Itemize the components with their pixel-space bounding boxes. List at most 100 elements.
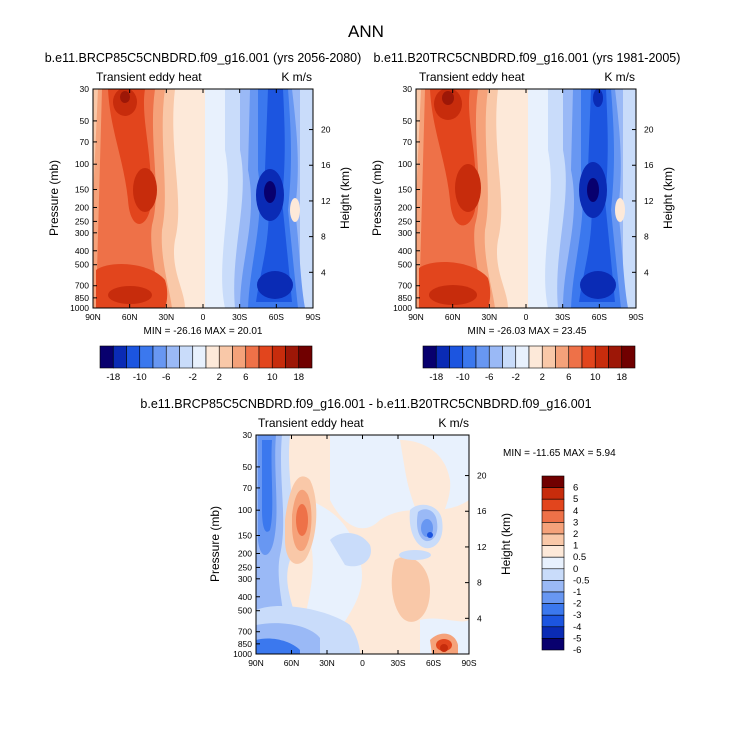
y-tick-label: 70 xyxy=(403,137,413,147)
y-tick-label: 500 xyxy=(238,606,252,616)
y-axis-label: Pressure (mb) xyxy=(47,160,61,236)
colorbar-label: 18 xyxy=(293,372,304,383)
colorbar-swatch xyxy=(99,345,114,369)
y-tick-label: 30 xyxy=(80,84,90,94)
colorbar-label: 1 xyxy=(573,541,578,552)
minmax-text: MIN = -11.65 MAX = 5.94 xyxy=(503,448,616,459)
colorbar-swatch xyxy=(258,345,273,369)
x-tick-label: 30N xyxy=(319,658,335,668)
colorbar-swatch xyxy=(541,545,565,558)
y-tick-label: 100 xyxy=(75,159,89,169)
colorbar-label: -2 xyxy=(189,372,197,383)
y2-tick-label: 16 xyxy=(477,506,487,516)
colorbar-swatch xyxy=(541,568,565,581)
y-tick-label: 300 xyxy=(75,228,89,238)
left-string: Transient eddy heat xyxy=(96,70,202,84)
colorbar-label: -10 xyxy=(133,372,147,383)
colorbar-label: 10 xyxy=(267,372,278,383)
panel-title: b.e11.B20TRC5CNBDRD.f09_g16.001 (yrs 198… xyxy=(374,51,681,65)
colorbar-swatch xyxy=(621,345,636,369)
x-tick-label: 90N xyxy=(85,312,101,322)
colorbar-label: 6 xyxy=(566,372,571,383)
x-tick-label: 30N xyxy=(482,312,498,322)
y-tick-label: 250 xyxy=(75,216,89,226)
colorbar-swatch xyxy=(541,487,565,500)
y-tick-label: 150 xyxy=(238,531,252,541)
colorbar-swatch xyxy=(285,345,300,369)
colorbar-swatch xyxy=(541,626,565,639)
y-axis-label: Pressure (mb) xyxy=(208,506,222,582)
y-tick-label: 300 xyxy=(398,228,412,238)
x-tick-label: 30S xyxy=(390,658,405,668)
colorbar-label: 6 xyxy=(243,372,248,383)
contour-field xyxy=(256,435,469,654)
y-axis-label: Pressure (mb) xyxy=(370,160,384,236)
colorbar-swatch xyxy=(165,345,180,369)
colorbar-label: -10 xyxy=(456,372,470,383)
y-tick-label: 30 xyxy=(403,84,413,94)
colorbar-swatch xyxy=(541,614,565,628)
colorbar-label: -2 xyxy=(573,599,581,610)
x-tick-label: 90S xyxy=(305,312,320,322)
colorbar-label: -4 xyxy=(573,622,581,633)
colorbar-swatch xyxy=(541,580,565,593)
y2-axis-label: Height (km) xyxy=(499,513,513,575)
colorbar-swatch xyxy=(541,345,556,369)
panel-historical: b.e11.B20TRC5CNBDRD.f09_g16.001 (yrs 198… xyxy=(370,51,680,383)
minmax-text: MIN = -26.03 MAX = 23.45 xyxy=(468,326,587,337)
colorbar-swatch xyxy=(541,533,565,546)
y2-axis-label: Height (km) xyxy=(661,167,675,229)
y-tick-label: 850 xyxy=(75,293,89,303)
y-tick-label: 700 xyxy=(75,281,89,291)
colorbar-label: 2 xyxy=(573,529,578,540)
x-tick-label: 60S xyxy=(269,312,284,322)
y-tick-label: 150 xyxy=(75,185,89,195)
right-string: K m/s xyxy=(604,70,635,84)
colorbar-label: -5 xyxy=(573,633,581,644)
colorbar-swatch xyxy=(475,345,490,369)
y-tick-label: 200 xyxy=(75,202,89,212)
page-title: ANN xyxy=(348,22,384,41)
y2-tick-label: 8 xyxy=(477,578,482,588)
y2-tick-label: 20 xyxy=(321,125,331,135)
colorbar-swatch xyxy=(422,345,437,369)
colorbar-label: -3 xyxy=(573,610,581,621)
y2-tick-label: 8 xyxy=(644,232,649,242)
y2-tick-label: 4 xyxy=(477,613,482,623)
colorbar-label: 3 xyxy=(573,517,578,528)
colorbar-swatch xyxy=(488,345,503,369)
x-tick-label: 60S xyxy=(592,312,607,322)
colorbar-swatch xyxy=(462,345,477,369)
colorbar-label: -6 xyxy=(162,372,170,383)
y-tick-label: 1000 xyxy=(233,649,252,659)
colorbar-swatch xyxy=(139,345,154,369)
right-string: K m/s xyxy=(281,70,312,84)
y2-tick-label: 16 xyxy=(644,160,654,170)
colorbar-swatch xyxy=(502,345,517,369)
colorbar-swatch xyxy=(568,345,583,369)
x-tick-label: 0 xyxy=(524,312,529,322)
y2-tick-label: 12 xyxy=(321,196,331,206)
y-tick-label: 70 xyxy=(80,137,90,147)
colorbar-swatch xyxy=(449,345,464,369)
y-tick-label: 30 xyxy=(243,430,253,440)
colorbar-label: 6 xyxy=(573,483,578,494)
y2-tick-label: 8 xyxy=(321,232,326,242)
axis-ticks: 90N 60N 30N 0 30S 60S 90S 30 50 70 100 150 200 250 300… xyxy=(70,84,331,322)
y-tick-label: 850 xyxy=(238,639,252,649)
colorbar: -18 -10 -6 -2 2 6 10 18 xyxy=(99,345,313,383)
y-tick-label: 300 xyxy=(238,574,252,584)
y-tick-label: 400 xyxy=(238,592,252,602)
y-tick-label: 70 xyxy=(243,483,253,493)
colorbar-label: 2 xyxy=(540,372,545,383)
y-tick-label: 50 xyxy=(80,116,90,126)
colorbar-label: 4 xyxy=(573,506,578,517)
colorbar-swatch xyxy=(581,345,596,369)
x-tick-label: 90S xyxy=(461,658,476,668)
x-tick-label: 90N xyxy=(248,658,264,668)
x-tick-label: 60N xyxy=(445,312,461,322)
y-tick-label: 700 xyxy=(238,627,252,637)
colorbar-label: -0.5 xyxy=(573,575,589,586)
